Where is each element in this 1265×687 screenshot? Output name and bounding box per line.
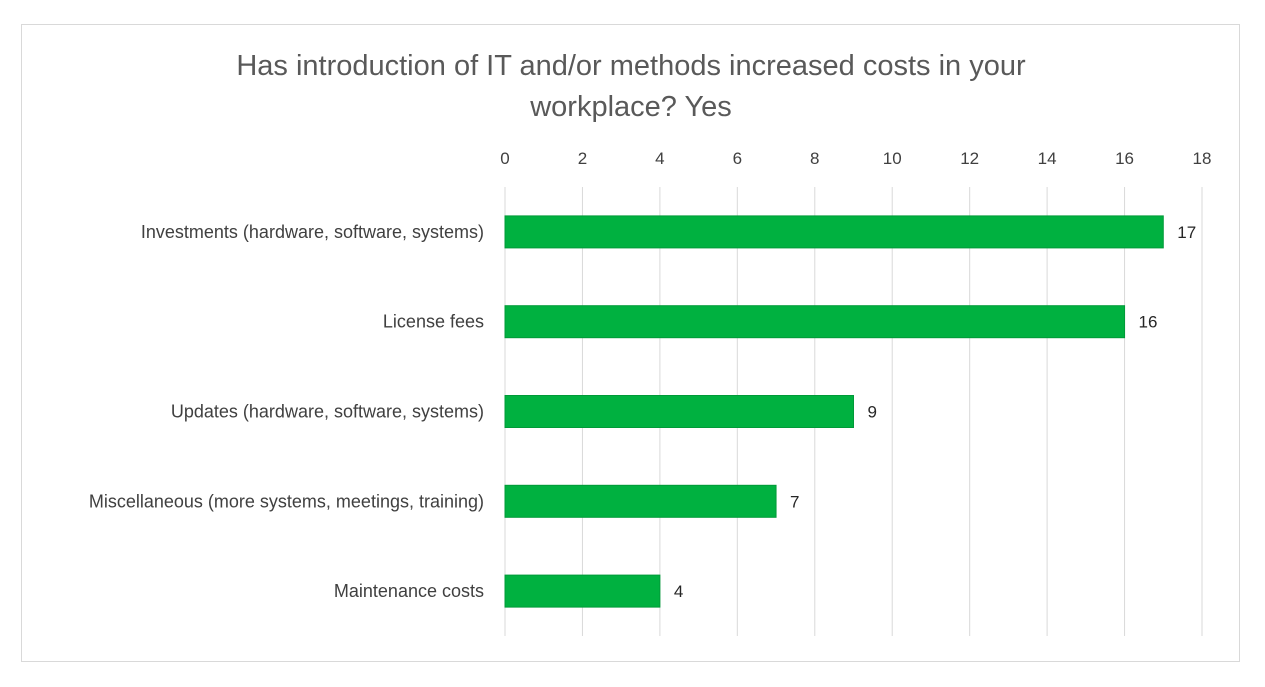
data-label: 17 [1177, 223, 1196, 242]
x-tick-label: 10 [883, 149, 902, 168]
category-label: Maintenance costs [334, 581, 484, 601]
category-label: Updates (hardware, software, systems) [171, 402, 484, 422]
data-labels: 17 16 9 7 4 [674, 223, 1196, 601]
x-axis-ticks: 0 2 4 6 8 10 12 14 16 18 [500, 149, 1211, 168]
x-tick-label: 18 [1193, 149, 1212, 168]
x-tick-label: 0 [500, 149, 509, 168]
x-tick-label: 6 [733, 149, 742, 168]
data-label: 9 [868, 403, 877, 422]
x-tick-label: 12 [960, 149, 979, 168]
data-label: 7 [790, 492, 799, 511]
bar [504, 305, 1126, 339]
chart-frame [21, 24, 1240, 662]
category-label: License fees [383, 312, 484, 332]
bar [504, 484, 777, 518]
data-label: 4 [674, 582, 683, 601]
x-tick-label: 4 [655, 149, 664, 168]
bar [504, 395, 854, 428]
category-label: Miscellaneous (more systems, meetings, t… [89, 491, 484, 511]
gridlines [504, 187, 1203, 636]
data-label: 16 [1139, 313, 1158, 332]
chart-title: Has introduction of IT and/or methods in… [236, 50, 1026, 123]
category-labels: Investments (hardware, software, systems… [89, 222, 484, 601]
x-tick-label: 2 [578, 149, 587, 168]
chart-title-line-2: workplace? Yes [529, 91, 732, 123]
category-label: Investments (hardware, software, systems… [141, 222, 484, 242]
chart-title-line-1: Has introduction of IT and/or methods in… [236, 50, 1026, 82]
x-tick-label: 8 [810, 149, 819, 168]
bar [504, 215, 1164, 249]
bar [504, 574, 661, 608]
x-tick-label: 16 [1115, 149, 1134, 168]
bars [504, 215, 1164, 608]
x-tick-label: 14 [1038, 149, 1057, 168]
